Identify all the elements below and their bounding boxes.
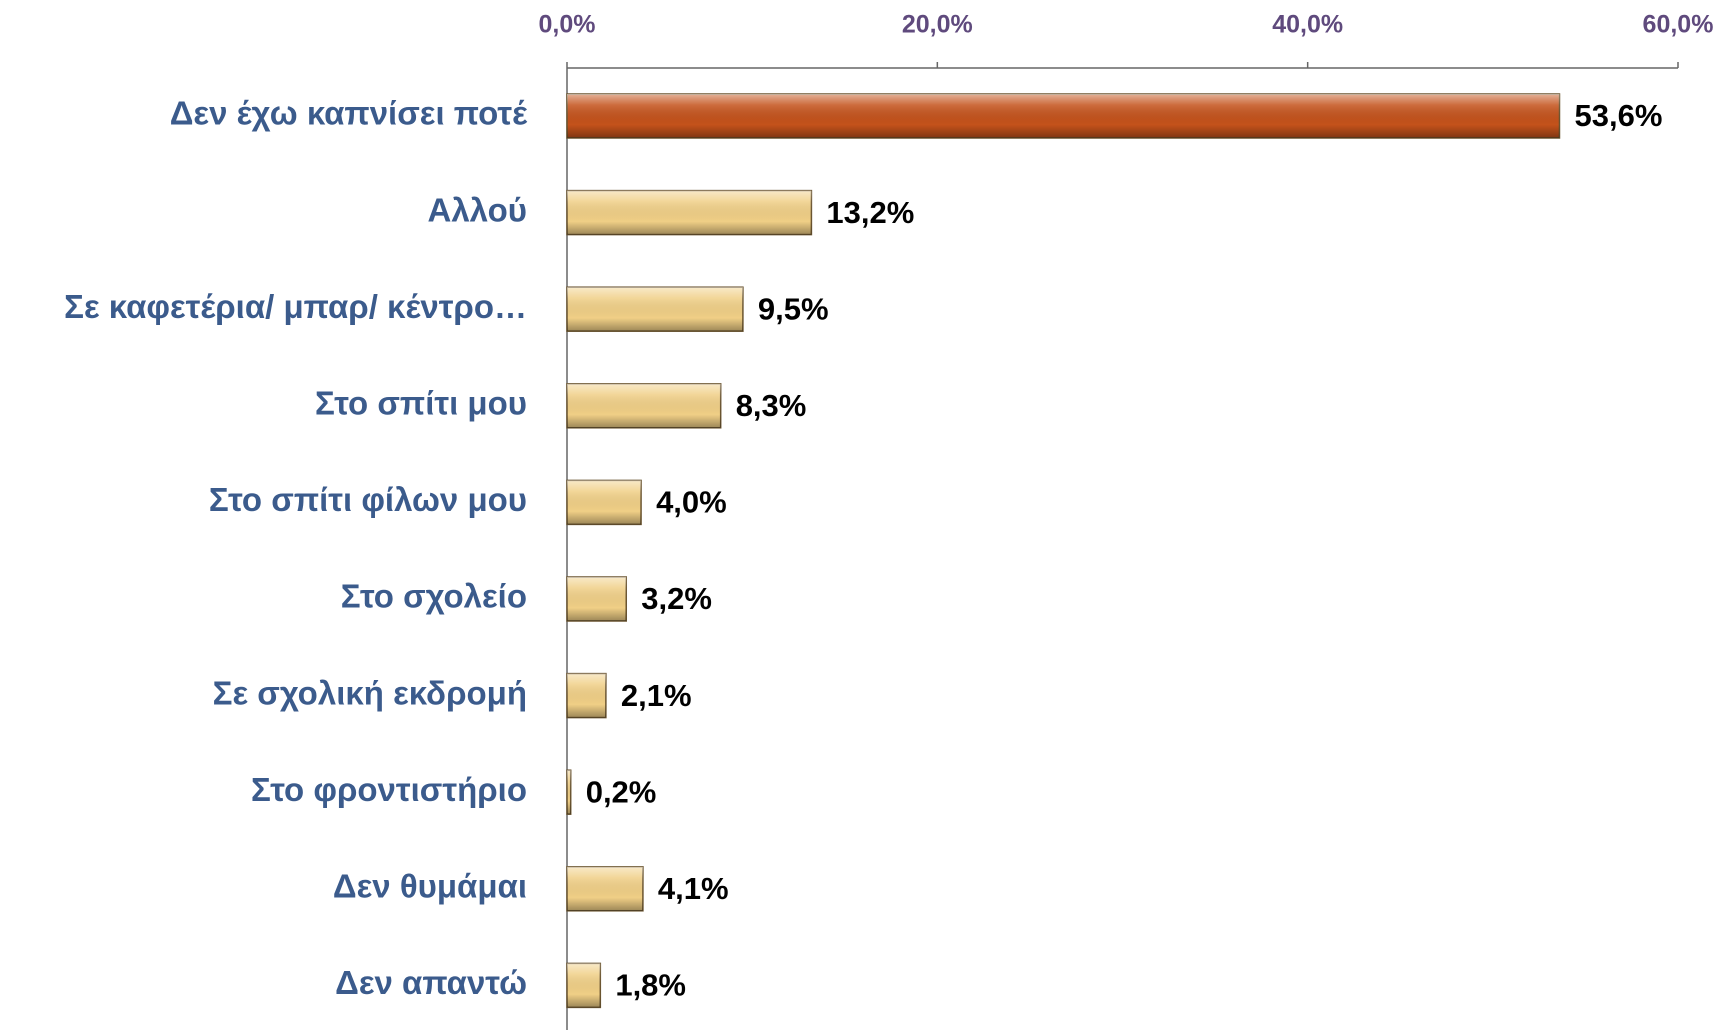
bar-shine xyxy=(567,190,812,235)
data-label: 4,1% xyxy=(658,871,729,906)
data-label: 4,0% xyxy=(656,485,727,520)
y-tick-label: Δεν έχω καπνίσει ποτέ xyxy=(170,95,528,132)
bar-shine xyxy=(567,480,642,525)
bar-shine xyxy=(567,94,1560,138)
y-tick-label: Στο σπίτι μου xyxy=(315,385,527,422)
y-tick-label: Δεν απαντώ xyxy=(335,964,527,1001)
x-tick-label: 0,0% xyxy=(539,11,596,39)
y-tick-label: Σε καφετέρια/ μπαρ/ κέντρο… xyxy=(64,288,527,325)
data-label: 3,2% xyxy=(641,581,712,616)
x-tick-label: 60,0% xyxy=(1643,11,1714,39)
data-label: 53,6% xyxy=(1574,98,1662,133)
x-tick-label: 40,0% xyxy=(1272,11,1343,39)
bar-shine xyxy=(567,866,643,911)
bar-shine xyxy=(567,963,601,1008)
y-tick-label: Στο σχολείο xyxy=(341,578,527,615)
bar-shine xyxy=(567,770,571,815)
data-label: 0,2% xyxy=(586,774,657,809)
bar-shine xyxy=(567,287,743,332)
data-label: 1,8% xyxy=(615,968,686,1003)
y-tick-label: Στο φροντιστήριο xyxy=(251,771,527,808)
y-tick-label: Σε σχολική εκδρομή xyxy=(213,674,527,711)
y-tick-label: Στο σπίτι φίλων μου xyxy=(209,481,527,518)
bar-shine xyxy=(567,383,721,428)
data-label: 8,3% xyxy=(736,388,807,423)
x-tick-label: 20,0% xyxy=(902,11,973,39)
data-label: 13,2% xyxy=(826,195,914,230)
bar-shine xyxy=(567,673,606,718)
y-tick-label: Αλλού xyxy=(428,191,528,228)
data-label: 2,1% xyxy=(621,678,692,713)
y-tick-label: Δεν θυμάμαι xyxy=(333,868,527,905)
bar-shine xyxy=(567,577,627,621)
data-label: 9,5% xyxy=(758,291,829,326)
